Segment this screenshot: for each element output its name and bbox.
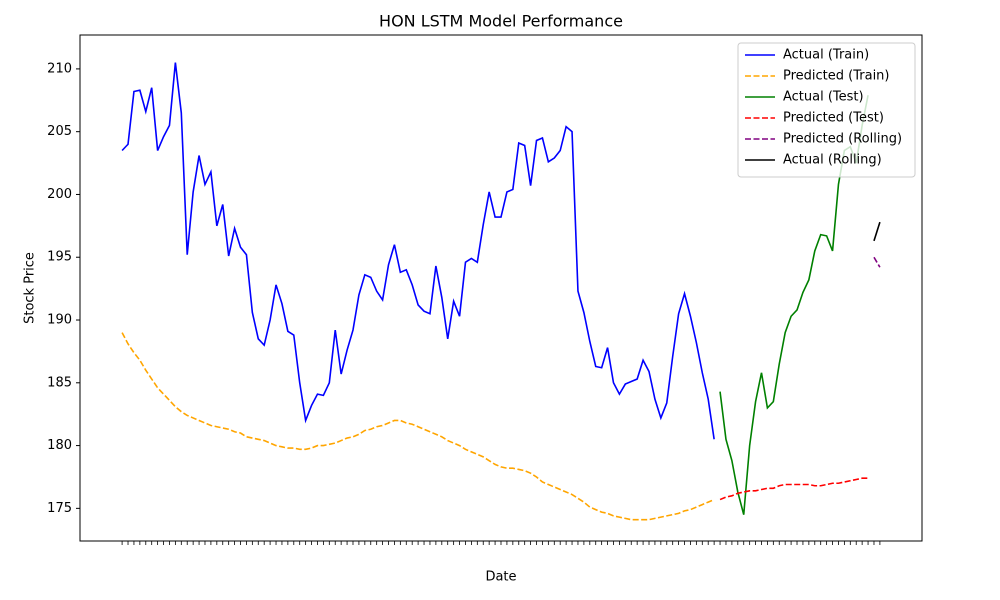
- y-tick-label: 180: [47, 438, 72, 453]
- x-axis-label: Date: [485, 570, 516, 585]
- legend-box: [737, 42, 916, 178]
- y-tick-label: 195: [47, 250, 72, 265]
- y-tick-label: 210: [47, 61, 72, 76]
- legend-label: Predicted (Rolling): [783, 132, 902, 147]
- legend-label: Actual (Rolling): [783, 153, 882, 168]
- series-line: [873, 221, 881, 242]
- legend-label: Predicted (Train): [783, 69, 890, 84]
- series-line: [121, 332, 715, 521]
- plot-frame: [79, 34, 923, 542]
- y-tick-label: 175: [47, 501, 72, 516]
- series-line: [121, 62, 715, 440]
- legend-label: Actual (Train): [783, 48, 869, 63]
- y-axis-label: Stock Price: [23, 252, 38, 324]
- chart-title: HON LSTM Model Performance: [379, 12, 623, 31]
- y-tick-label: 190: [47, 313, 72, 328]
- legend-label: Actual (Test): [783, 90, 864, 105]
- series-line: [719, 477, 869, 501]
- y-tick-label: 205: [47, 124, 72, 139]
- y-tick-label: 200: [47, 187, 72, 202]
- legend-label: Predicted (Test): [783, 111, 884, 126]
- y-tick-label: 185: [47, 375, 72, 390]
- series-line: [873, 256, 881, 268]
